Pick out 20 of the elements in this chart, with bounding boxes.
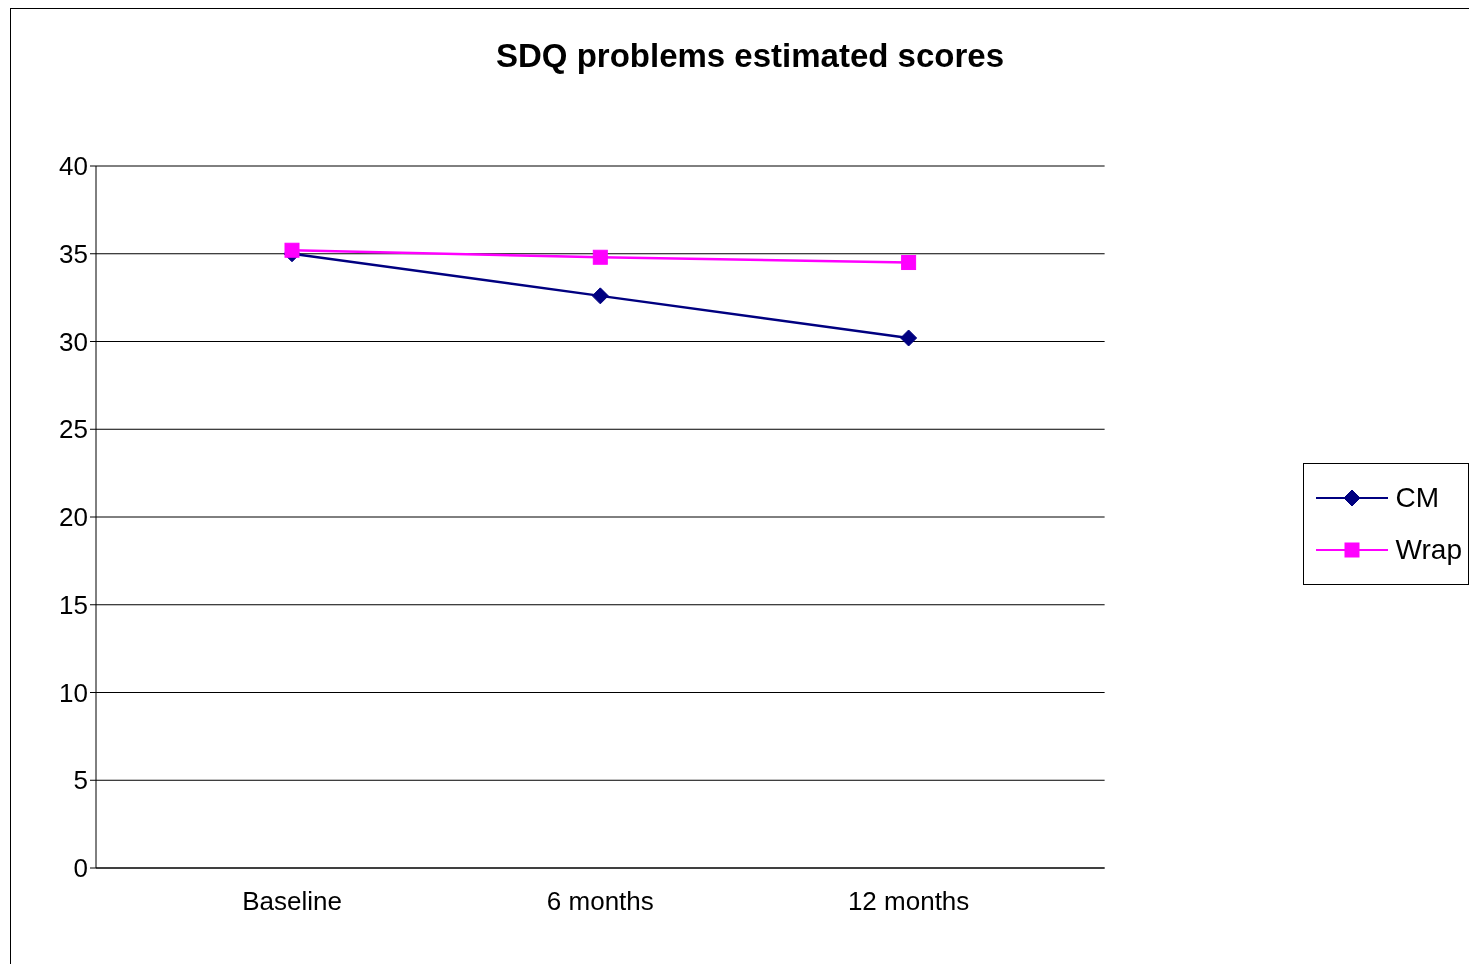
y-tick-label: 40 bbox=[59, 151, 88, 182]
point bbox=[901, 255, 917, 271]
y-tick-label: 30 bbox=[59, 326, 88, 357]
x-tick-label: 12 months bbox=[847, 886, 970, 917]
legend-label: CM bbox=[1395, 482, 1440, 514]
point bbox=[284, 242, 300, 258]
point bbox=[900, 329, 918, 347]
y-tick-label: 15 bbox=[59, 589, 88, 620]
point bbox=[592, 249, 608, 265]
x-tick-label: Baseline bbox=[242, 886, 342, 917]
y-tick-label: 20 bbox=[59, 502, 88, 533]
y-tick-label: 25 bbox=[59, 414, 88, 445]
point bbox=[591, 287, 609, 305]
y-tick-label: 35 bbox=[59, 238, 88, 269]
chart-title: SDQ problems estimated scores bbox=[495, 37, 1005, 75]
legend-label: Wrap bbox=[1395, 534, 1462, 566]
y-tick-label: 0 bbox=[73, 853, 88, 884]
x-tick-label: 6 months bbox=[546, 886, 654, 917]
y-tick-label: 5 bbox=[73, 765, 88, 796]
y-tick-label: 10 bbox=[59, 677, 88, 708]
